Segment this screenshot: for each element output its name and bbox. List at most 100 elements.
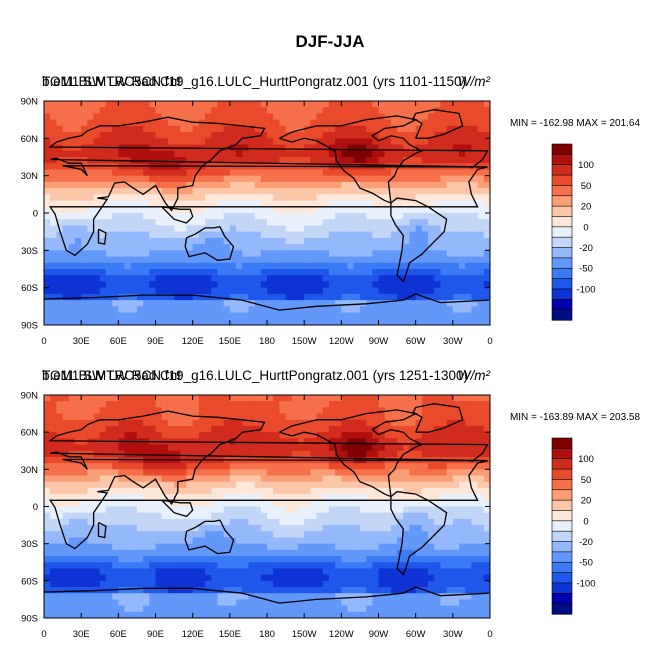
field-cell (50, 281, 57, 289)
field-cell (483, 587, 490, 594)
field-cell (260, 144, 268, 152)
field-cell (273, 300, 280, 307)
field-cell (285, 231, 293, 239)
field-cell (124, 107, 132, 115)
field-cell (390, 200, 398, 208)
field-cell (452, 537, 460, 545)
field-cell (384, 300, 392, 307)
field-cell (384, 438, 392, 446)
field-cell (267, 487, 274, 495)
field-cell (347, 287, 355, 295)
field-cell (285, 293, 293, 301)
field-cell (403, 194, 411, 202)
field-cell (359, 556, 367, 563)
field-cell (279, 574, 287, 582)
field-cell (304, 262, 311, 270)
field-cell (229, 494, 237, 501)
field-cell (316, 525, 324, 532)
field-cell (68, 306, 76, 314)
field-cell (118, 543, 126, 551)
field-cell (242, 312, 250, 320)
field-cell (236, 395, 243, 402)
field-cell (267, 250, 274, 258)
field-cell (310, 244, 318, 251)
field-cell (459, 543, 466, 551)
field-cell (459, 312, 466, 320)
field-cell (403, 144, 411, 152)
field-cell (105, 225, 113, 233)
field-cell (155, 287, 163, 295)
field-cell (155, 101, 163, 108)
field-cell (105, 481, 113, 489)
field-cell (68, 275, 76, 283)
field-cell (390, 101, 398, 108)
field-cell (397, 531, 404, 539)
field-cell (149, 463, 157, 470)
field-cell (347, 419, 355, 427)
field-cell (87, 463, 95, 470)
field-cell (50, 219, 57, 227)
field-cell (93, 169, 101, 177)
field-cell (415, 395, 423, 402)
field-cell (397, 574, 404, 582)
field-cell (434, 219, 442, 227)
field-cell (74, 318, 82, 325)
field-cell (291, 119, 299, 127)
field-cell (378, 113, 386, 121)
field-cell (446, 395, 454, 402)
field-cell (254, 494, 262, 501)
field-cell (415, 587, 423, 594)
field-cell (254, 549, 262, 557)
field-cell (236, 494, 243, 501)
field-cell (353, 481, 361, 489)
field-cell (378, 206, 386, 214)
field-cell (341, 537, 349, 545)
field-cell (322, 262, 330, 270)
field-cell (409, 237, 417, 245)
field-cell (167, 119, 175, 127)
field-cell (198, 150, 206, 158)
field-cell (205, 225, 212, 233)
field-cell (44, 237, 51, 245)
field-cell (229, 432, 237, 439)
field-cell (62, 269, 70, 276)
field-cell (353, 312, 361, 320)
field-cell (223, 225, 231, 233)
field-cell (124, 312, 132, 320)
field-cell (81, 231, 88, 239)
field-cell (105, 580, 113, 588)
field-cell (50, 188, 57, 195)
field-cell (211, 481, 219, 489)
field-cell (130, 395, 138, 402)
field-cell (192, 250, 200, 258)
field-cell (130, 163, 138, 171)
field-cell (459, 419, 466, 427)
field-cell (459, 506, 466, 514)
field-cell (118, 318, 126, 325)
field-cell (316, 287, 324, 295)
field-cell (341, 500, 349, 508)
field-cell (267, 269, 274, 276)
field-cell (403, 213, 411, 220)
field-cell (483, 213, 490, 220)
field-cell (167, 568, 175, 576)
field-cell (254, 194, 262, 202)
field-cell (291, 206, 299, 214)
field-cell (285, 244, 293, 251)
field-cell (81, 469, 88, 477)
field-cell (260, 300, 268, 307)
field-cell (99, 262, 107, 270)
field-cell (229, 512, 237, 520)
field-cell (384, 450, 392, 458)
field-cell (118, 225, 126, 233)
field-cell (155, 219, 163, 227)
field-cell (99, 244, 107, 251)
field-cell (205, 494, 212, 501)
field-cell (267, 432, 274, 439)
field-cell (211, 150, 219, 158)
field-cell (105, 231, 113, 239)
field-cell (56, 144, 64, 152)
field-cell (421, 188, 429, 195)
field-cell (434, 494, 442, 501)
field-cell (372, 101, 380, 108)
